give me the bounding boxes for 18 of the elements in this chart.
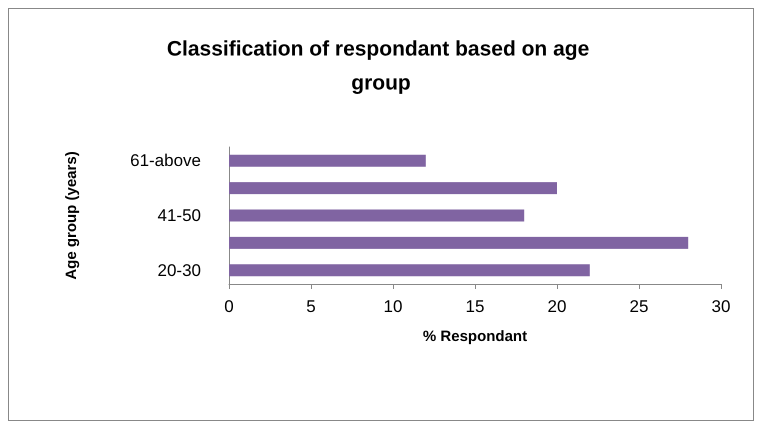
y-axis-title: Age group (years) [63, 151, 80, 280]
bar [229, 182, 557, 194]
x-tick-label: 5 [306, 297, 316, 316]
x-tick-label: 25 [630, 297, 648, 316]
bar [229, 264, 590, 276]
x-axis-title: % Respondant [422, 328, 528, 345]
x-tick-label: 10 [384, 297, 402, 316]
x-tick-label: 20 [548, 297, 566, 316]
x-tick-label: 0 [224, 297, 234, 316]
chart-title: Classification of respondant based on age group [166, 38, 596, 94]
y-tick-label: 61-above [130, 151, 201, 170]
y-tick-label: 41-50 [158, 206, 201, 225]
bar [229, 210, 524, 222]
x-tick-label: 15 [466, 297, 484, 316]
y-tick-label: 20-30 [158, 260, 201, 280]
bar [229, 236, 688, 249]
bar [229, 154, 426, 167]
x-tick-label: 30 [712, 297, 730, 316]
